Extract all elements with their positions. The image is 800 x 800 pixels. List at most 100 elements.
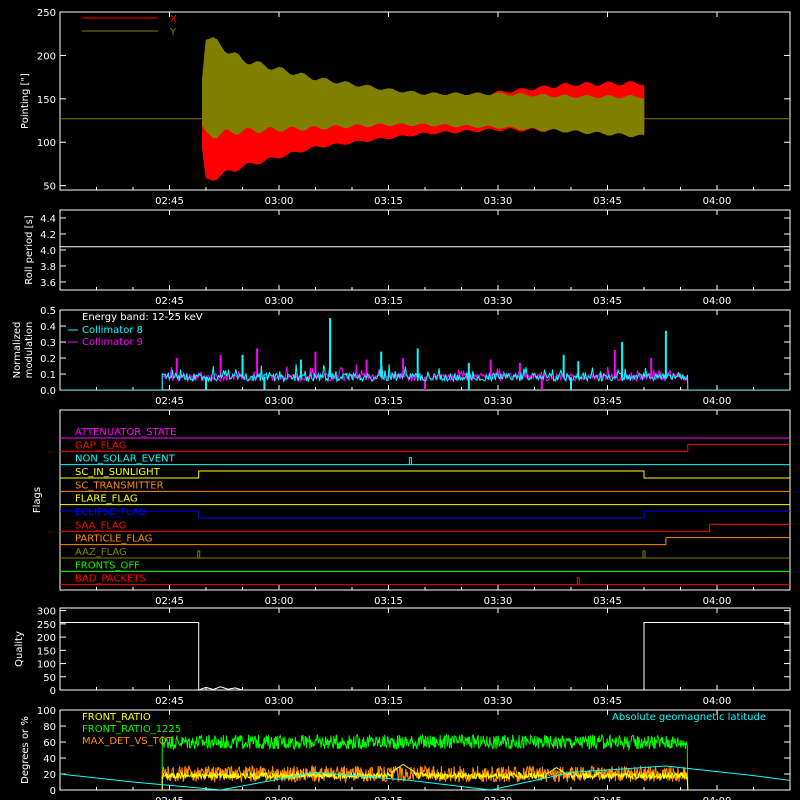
x-tick-label: 03:45 bbox=[593, 196, 622, 207]
plot-frame bbox=[59, 607, 791, 691]
y-tick-label: 40 bbox=[43, 754, 56, 765]
series-front-ratio-line bbox=[161, 764, 689, 790]
flag-label-gap-flag: GAP_FLAG bbox=[75, 440, 127, 451]
y-tick-label: 100 bbox=[37, 706, 56, 717]
x-tick-label: 03:00 bbox=[265, 596, 294, 607]
y-tick-label: 3.8 bbox=[40, 262, 56, 273]
legend-label-max-det-vs-tot: MAX_DET_VS_TOT bbox=[82, 736, 174, 747]
x-tick-label: 03:30 bbox=[484, 396, 513, 407]
y-axis-label: Quality bbox=[14, 631, 25, 667]
series-max-det-vs-tot-line bbox=[161, 764, 689, 790]
x-tick-label: 04:00 bbox=[703, 696, 732, 707]
y-tick-label: 0 bbox=[50, 686, 56, 697]
x-tick-label: 03:30 bbox=[484, 796, 513, 800]
x-tick-label: 03:00 bbox=[265, 696, 294, 707]
y-tick-label: 60 bbox=[43, 738, 56, 749]
series-collimator-8-line bbox=[60, 364, 790, 390]
y-tick-label: 0 bbox=[50, 786, 56, 797]
x-tick-label: 03:45 bbox=[593, 396, 622, 407]
y-tick-label: 0.0 bbox=[40, 386, 56, 397]
legend-label-front-ratio: FRONT_RATIO bbox=[82, 712, 151, 723]
x-tick-label: 03:30 bbox=[484, 296, 513, 307]
y-tick-label: 4.2 bbox=[40, 230, 56, 241]
series-front-ratio-1225-line bbox=[161, 733, 689, 790]
legend-label-collimator-8: Collimator 8 bbox=[82, 325, 143, 336]
y-axis-label-line2: modulation bbox=[24, 322, 35, 379]
x-tick-label: 03:30 bbox=[484, 196, 513, 207]
x-tick-label: 03:15 bbox=[374, 396, 403, 407]
y-axis-label: Pointing ["] bbox=[20, 73, 31, 129]
geomag-annotation: Absolute geomagnetic latitude bbox=[612, 712, 766, 723]
x-tick-label: 02:45 bbox=[155, 696, 184, 707]
y-tick-label: 0.1 bbox=[40, 370, 56, 381]
x-tick-label: 03:15 bbox=[374, 196, 403, 207]
panel-pointing: 02:45 03:00 03:15 03:30 03:45 04:00 50 100 150 20… bbox=[20, 8, 791, 207]
y-tick-label: 20 bbox=[43, 770, 56, 781]
modulation-data bbox=[60, 318, 790, 390]
y-tick-label: 0.5 bbox=[40, 306, 56, 317]
y-tick-label: 0.4 bbox=[40, 322, 56, 333]
flag-label-aaz-flag: AAZ_FLAG bbox=[75, 547, 127, 558]
flag-trace bbox=[60, 443, 790, 452]
x-tick-label: 03:30 bbox=[484, 596, 513, 607]
y-tick-label: 250 bbox=[37, 620, 56, 631]
quality-line bbox=[60, 622, 790, 691]
y-axis-label: Flags bbox=[32, 487, 43, 513]
y-tick-label: 50 bbox=[43, 182, 56, 193]
x-tick-label: 03:15 bbox=[374, 696, 403, 707]
x-tick-label: 02:45 bbox=[155, 196, 184, 207]
flag-pulse bbox=[642, 550, 646, 558]
flag-trace bbox=[60, 470, 790, 479]
series-y-band bbox=[202, 37, 645, 139]
legend-label-front-ratio-1225: FRONT_RATIO_1225 bbox=[82, 724, 181, 735]
flag-label-attenuator-state: ATTENUATOR_STATE bbox=[75, 427, 176, 438]
x-tick-label: 04:00 bbox=[703, 296, 732, 307]
x-tick-label: 03:00 bbox=[265, 296, 294, 307]
y-tick-label: 80 bbox=[43, 722, 56, 733]
flag-label-bad-packets: BAD_PACKETS bbox=[75, 574, 146, 585]
flag-trace bbox=[60, 537, 790, 546]
plot-frame bbox=[59, 209, 791, 291]
x-tick-label: 02:45 bbox=[155, 596, 184, 607]
x-tick-label: 03:00 bbox=[265, 796, 294, 800]
x-tick-label: 03:30 bbox=[484, 696, 513, 707]
panel-roll: 02:45 03:00 03:15 03:30 03:45 04:00 3.6 3.8 4.0 4… bbox=[24, 209, 791, 307]
y-axis-label: Degrees or % bbox=[20, 716, 31, 784]
x-tick-label: 03:15 bbox=[374, 796, 403, 800]
flag-label-sc-in-sunlight: SC_IN_SUNLIGHT bbox=[75, 467, 161, 478]
panel-quality: 02:45 03:00 03:15 03:30 03:45 04:00 0 50 100 150 2… bbox=[14, 607, 791, 707]
x-tick-label: 03:15 bbox=[374, 296, 403, 307]
flag-label-fronts-off: FRONTS_OFF bbox=[75, 560, 140, 571]
y-tick-label: 150 bbox=[37, 95, 56, 106]
flag-label-non-solar-event: NON_SOLAR_EVENT bbox=[75, 454, 176, 465]
y-tick-label: 300 bbox=[37, 607, 56, 618]
y-tick-label: 100 bbox=[37, 138, 56, 149]
flag-trace bbox=[60, 523, 790, 532]
flag-pulse bbox=[197, 550, 201, 558]
flag-label-particle-flag: PARTICLE_FLAG bbox=[75, 534, 152, 545]
flag-label-eclipse-flag: ECLIPSE_FLAG bbox=[75, 507, 146, 518]
y-axis-label-line1: Normalized bbox=[12, 322, 23, 379]
y-tick-label: 0.3 bbox=[40, 338, 56, 349]
x-tick-label: 02:45 bbox=[155, 796, 184, 800]
y-tick-label: 100 bbox=[37, 660, 56, 671]
y-tick-label: 4.0 bbox=[40, 246, 56, 257]
x-tick-label: 04:00 bbox=[703, 396, 732, 407]
x-tick-label: 04:00 bbox=[703, 596, 732, 607]
y-tick-label: 50 bbox=[43, 673, 56, 684]
y-tick-label: 250 bbox=[37, 8, 56, 19]
geomag-data bbox=[60, 733, 790, 790]
panel-modulation: 02:45 03:00 03:15 03:30 03:45 04:00 0.0 0.1 0.2 0… bbox=[12, 306, 791, 407]
flag-pulse bbox=[576, 577, 580, 585]
pointing-data bbox=[60, 37, 790, 181]
y-tick-label: 0.2 bbox=[40, 354, 56, 365]
y-tick-label: 150 bbox=[37, 646, 56, 657]
flag-label-sc-transmitter: SC_TRANSMITTER bbox=[75, 480, 164, 491]
y-tick-label: 3.6 bbox=[40, 278, 56, 289]
x-tick-label: 02:45 bbox=[155, 296, 184, 307]
legend-label-collimator-9: Collimator 9 bbox=[82, 337, 143, 348]
x-tick-label: 03:00 bbox=[265, 396, 294, 407]
legend-label-y: Y bbox=[169, 27, 177, 38]
y-tick-label: 200 bbox=[37, 633, 56, 644]
